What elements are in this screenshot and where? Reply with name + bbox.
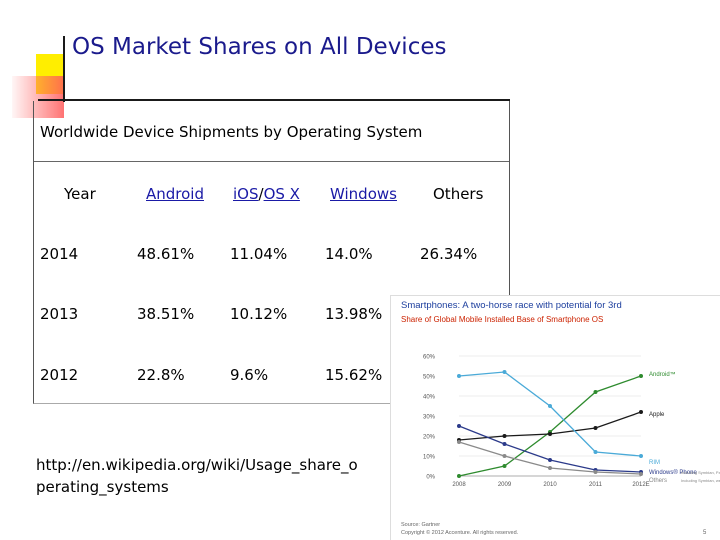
- y-tick-label: 10%: [423, 455, 436, 461]
- chart-source-text: Source: Gartner: [401, 522, 441, 528]
- data-point: [639, 472, 643, 476]
- chart-title: Smartphones: A two-horse race with poten…: [401, 300, 622, 311]
- chart-subtitle: Share of Global Mobile Installed Base of…: [401, 315, 604, 324]
- chart-footer: Source: Gartner Copyright © 2012 Accentu…: [391, 522, 720, 540]
- x-tick-label: 2008: [452, 482, 466, 488]
- data-point: [457, 374, 461, 378]
- data-point: [502, 454, 507, 458]
- data-point: [502, 434, 507, 438]
- x-tick-label: 2012E: [632, 482, 649, 488]
- cell-ios: 11.04%: [230, 245, 288, 263]
- series-line: [458, 371, 642, 457]
- y-tick-label: 50%: [423, 375, 436, 381]
- decorative-vertical-line: [63, 36, 65, 102]
- y-tick-label: 0%: [426, 475, 435, 481]
- cell-android: 22.8%: [137, 366, 185, 384]
- cell-ios: 9.6%: [230, 366, 269, 384]
- data-point: [639, 374, 643, 378]
- series-label: Apple: [649, 412, 665, 418]
- series-label: Android™: [649, 371, 676, 378]
- data-point: [593, 390, 598, 394]
- cell-year: 2014: [40, 245, 79, 263]
- cell-year: 2012: [40, 366, 79, 384]
- decorative-red-block: [12, 76, 64, 118]
- data-point: [639, 454, 643, 458]
- data-point: [639, 410, 643, 414]
- series-label: RIM: [649, 460, 660, 466]
- y-tick-label: 40%: [423, 395, 436, 401]
- x-tick-label: 2010: [543, 482, 557, 488]
- header-ios-osx: iOS/OS X: [233, 185, 300, 203]
- slide-title: OS Market Shares on All Devices: [72, 34, 447, 60]
- series-label: Windows® Phone: [649, 469, 697, 476]
- header-windows-link[interactable]: Windows: [330, 185, 397, 203]
- data-point: [502, 370, 507, 374]
- chart-page-number: 5: [703, 530, 707, 536]
- source-url-line-2: perating_systems: [36, 478, 169, 496]
- data-point: [502, 464, 507, 468]
- cell-windows: 13.98%: [325, 305, 383, 323]
- line-chart: 0% 10% 20% 30% 40% 50% 60% 2008 2009 2010 2011 2012…: [423, 355, 720, 489]
- data-point: [457, 440, 461, 444]
- x-tick-label: 2009: [498, 482, 512, 488]
- source-url-line-1: http://en.wikipedia.org/wiki/Usage_share…: [36, 456, 358, 474]
- decorative-horizontal-line: [38, 99, 510, 101]
- data-point: [593, 470, 598, 474]
- y-tick-label: 60%: [423, 355, 436, 361]
- header-ios-separator: /: [258, 185, 264, 203]
- data-point: [548, 404, 552, 408]
- header-android-link[interactable]: Android: [146, 185, 204, 203]
- data-point: [502, 442, 507, 446]
- series-label: Others: [649, 478, 667, 484]
- cell-android: 38.51%: [137, 305, 195, 323]
- y-tick-label: 30%: [423, 415, 436, 421]
- caption-divider: [34, 161, 509, 162]
- data-point: [593, 426, 598, 430]
- y-tick-label: 20%: [423, 435, 436, 441]
- cell-android: 48.61%: [137, 245, 195, 263]
- cell-windows: 15.62%: [325, 366, 383, 384]
- header-osx-link[interactable]: OS X: [263, 185, 300, 203]
- series-note: Including Symbian, webOS, Palm: [681, 478, 720, 483]
- header-year: Year: [64, 185, 96, 203]
- data-point: [593, 450, 598, 454]
- smartphone-chart-image: Smartphones: A two-horse race with poten…: [391, 296, 720, 540]
- data-point: [548, 458, 552, 462]
- cell-ios: 10.12%: [230, 305, 288, 323]
- source-url-link[interactable]: http://en.wikipedia.org/wiki/Usage_share…: [36, 454, 396, 498]
- data-point: [457, 474, 461, 478]
- chart-copyright-text: Copyright © 2012 Accenture. All rights r…: [401, 530, 519, 536]
- series-note: Including Symbian, Palm, Linux, etc.: [681, 470, 720, 475]
- header-ios-link[interactable]: iOS: [233, 185, 259, 203]
- data-point: [457, 424, 461, 428]
- cell-others: 26.34%: [420, 245, 478, 263]
- cell-windows: 14.0%: [325, 245, 373, 263]
- table-caption: Worldwide Device Shipments by Operating …: [40, 123, 423, 141]
- header-others: Others: [433, 185, 484, 203]
- data-point: [548, 466, 552, 470]
- shipments-table: Worldwide Device Shipments by Operating …: [33, 101, 510, 404]
- data-point: [548, 432, 552, 436]
- cell-year: 2013: [40, 305, 79, 323]
- x-tick-label: 2011: [589, 482, 603, 488]
